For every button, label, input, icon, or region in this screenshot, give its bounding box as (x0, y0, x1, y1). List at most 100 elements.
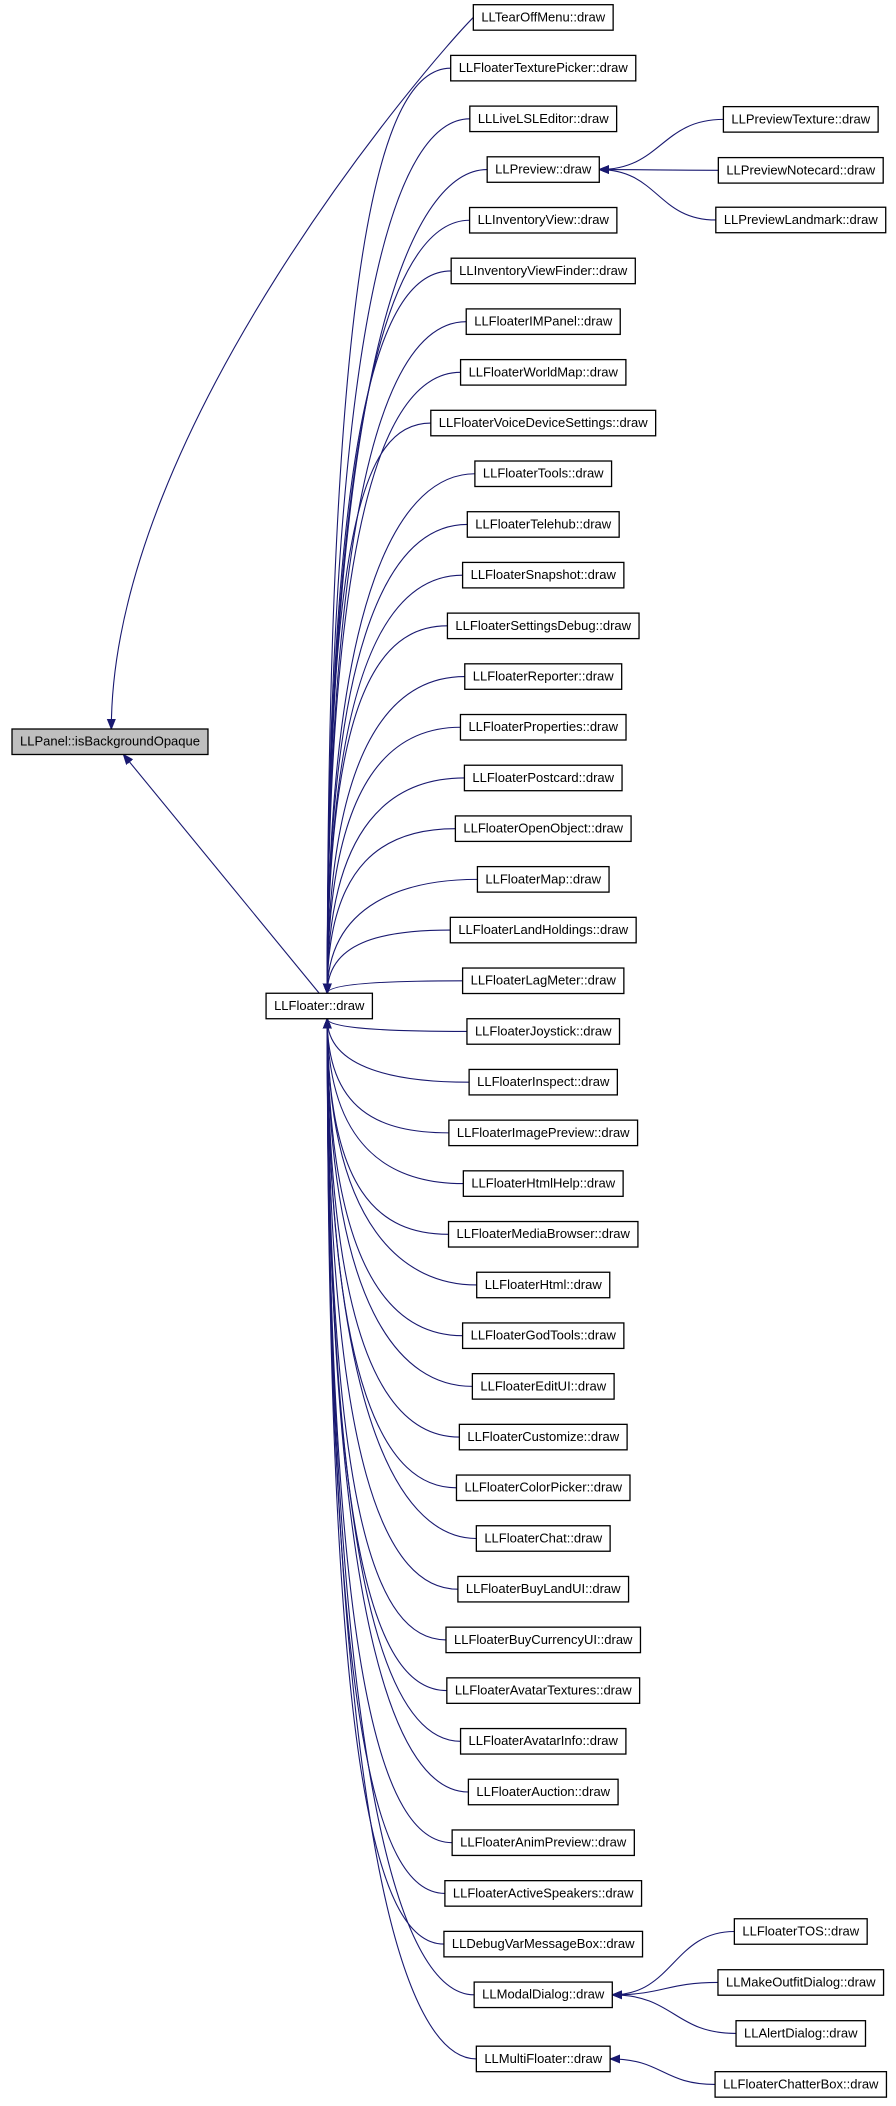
node-box (444, 1880, 643, 1907)
node: LLFloaterChatterBox::draw (714, 2071, 888, 2098)
node-label: LLMultiFloater::draw (484, 2051, 602, 2066)
edge (111, 17, 474, 729)
node: LLInventoryView::draw (468, 206, 618, 234)
edge (327, 1019, 463, 1337)
edge (327, 929, 451, 993)
node: LLPreviewLandmark::draw (715, 206, 887, 234)
node-box (714, 2071, 888, 2098)
edge (327, 1019, 457, 1489)
node: LLFloaterBuyLandUI::draw (457, 1575, 630, 1603)
node: LLPreviewTexture::draw (722, 105, 879, 133)
node: LLFloaterJoystick::draw (466, 1018, 621, 1045)
edge (327, 118, 470, 993)
node: LLFloaterIMPanel::draw (465, 308, 621, 336)
edge (612, 1981, 718, 1994)
edge (612, 1995, 737, 2034)
node: LLFloaterImagePreview::draw (448, 1119, 639, 1147)
node-label: LLFloaterEditUI::draw (480, 1378, 606, 1393)
node-box (467, 1778, 619, 1806)
edge (327, 1019, 469, 1793)
node-label: LLFloaterHtmlHelp::draw (471, 1176, 615, 1191)
node: LLFloaterMap::draw (476, 865, 610, 893)
node-label: LLMakeOutfitDialog::draw (726, 1974, 876, 1989)
node: LLFloaterTelehub::draw (466, 511, 620, 538)
node-label: LLPreview::draw (495, 161, 592, 176)
node-label: LLFloaterWorldMap::draw (469, 364, 619, 379)
node-box (474, 460, 613, 488)
node: LLTearOffMenu::draw (472, 4, 614, 31)
node: LLFloaterColorPicker::draw (455, 1474, 631, 1502)
node-box (715, 206, 887, 234)
node-label: LLFloaterLagMeter::draw (471, 973, 617, 988)
node-box (476, 1271, 611, 1299)
node-box (447, 1220, 639, 1248)
node-box (265, 992, 374, 1020)
node-box (471, 1372, 615, 1400)
node-box (475, 2045, 611, 2073)
node-label: LLFloaterSettingsDebug::draw (455, 618, 631, 633)
node-label: LLFloaterBuyLandUI::draw (466, 1581, 621, 1596)
edge (599, 170, 719, 171)
node: LLMakeOutfitDialog::draw (717, 1969, 885, 1996)
node: LLMultiFloater::draw (475, 2045, 611, 2073)
node-label: LLPreviewTexture::draw (731, 111, 870, 126)
node-label: LLFloaterChatterBox::draw (723, 2076, 879, 2091)
node-box (717, 156, 884, 184)
node-box (430, 409, 657, 437)
node: LLPanel::isBackgroundOpaque (11, 728, 209, 756)
node-label: LLPreviewLandmark::draw (724, 212, 879, 227)
edge (599, 170, 716, 221)
node-label: LLFloaterSnapshot::draw (471, 567, 617, 582)
node: LLFloaterSnapshot::draw (461, 561, 625, 589)
edge (327, 1019, 449, 1134)
node: LLFloaterInspect::draw (468, 1068, 619, 1096)
edge (327, 625, 448, 993)
edge (327, 777, 465, 993)
node-box (451, 1829, 635, 1857)
edge (327, 1019, 464, 1185)
node: LLFloaterChat::draw (475, 1525, 611, 1552)
edge (327, 1019, 473, 1387)
node-label: LLFloaterPostcard::draw (472, 770, 614, 785)
node-box (458, 1423, 628, 1451)
node-box (445, 1626, 642, 1654)
node: LLModalDialog::draw (473, 1981, 613, 2009)
node: LLFloaterTOS::draw (733, 1918, 868, 1945)
node-label: LLFloater::draw (274, 998, 365, 1013)
edge (612, 1930, 735, 1994)
node-box (450, 54, 637, 82)
node: LLFloaterAuction::draw (467, 1778, 619, 1806)
node: LLFloaterSettingsDebug::draw (446, 612, 640, 640)
node: LLFloaterAvatarInfo::draw (459, 1727, 627, 1755)
node: LLFloaterBuyCurrencyUI::draw (445, 1626, 642, 1654)
node: LLFloaterAvatarTextures::draw (446, 1677, 641, 1704)
node-box (461, 967, 625, 995)
node: LLDebugVarMessageBox::draw (443, 1930, 644, 1958)
edge (327, 1019, 460, 1438)
node-label: LLFloaterTelehub::draw (475, 516, 611, 531)
node: LLAlertDialog::draw (735, 2020, 867, 2047)
edge (327, 371, 461, 993)
node-label: LLFloaterGodTools::draw (471, 1328, 617, 1343)
node-box (443, 1930, 644, 1958)
node: LLFloaterProperties::draw (459, 713, 627, 741)
node-label: LLFloaterTools::draw (483, 466, 604, 481)
node-box (475, 1525, 611, 1552)
edge (327, 67, 451, 993)
node-box (472, 4, 614, 31)
edge (327, 878, 478, 993)
edge (327, 422, 431, 993)
node-label: LLFloaterChat::draw (484, 1530, 602, 1545)
node-label: LLFloaterProperties::draw (468, 719, 618, 734)
node: LLFloaterLagMeter::draw (461, 967, 625, 995)
node: LLFloaterAnimPreview::draw (451, 1829, 635, 1857)
node-label: LLModalDialog::draw (482, 1987, 605, 2002)
node: LLFloaterOpenObject::draw (454, 815, 632, 843)
node-label: LLFloaterCustomize::draw (467, 1429, 619, 1444)
node-label: LLFloaterActiveSpeakers::draw (453, 1885, 634, 1900)
node-box (468, 1068, 619, 1096)
node: LLFloaterReporter::draw (464, 663, 623, 690)
node: LLPreviewNotecard::draw (717, 156, 884, 184)
node-label: LLFloaterIMPanel::draw (474, 314, 613, 329)
node-box (476, 865, 610, 893)
